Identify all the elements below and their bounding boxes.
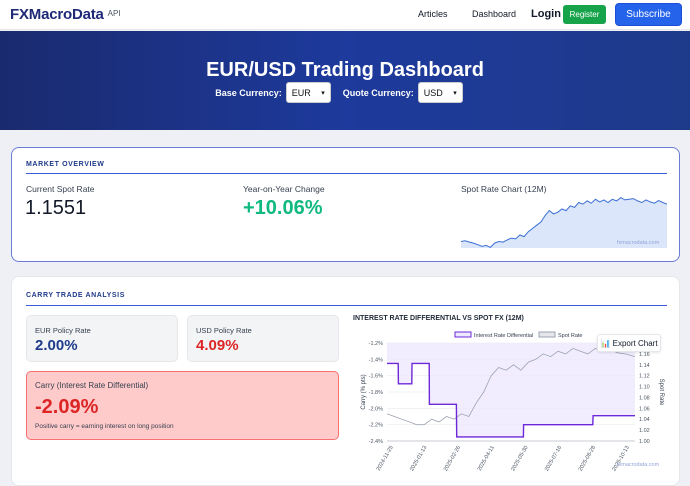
watermark: fxmacrodata.com <box>617 462 660 468</box>
y2-tick-label: 1.16 <box>639 352 650 358</box>
legend-label-spot: Spot Rate <box>558 333 582 339</box>
usd-rate-label: USD Policy Rate <box>196 326 252 335</box>
eur-rate-value: 2.00% <box>35 337 78 354</box>
base-currency-value: EUR <box>291 87 311 98</box>
yoy-change-value: +10.06% <box>243 197 323 219</box>
x-tick-label: 2025-05-30 <box>510 445 529 472</box>
divider <box>26 305 667 306</box>
subscribe-button[interactable]: Subscribe <box>615 3 682 26</box>
x-tick-label: 2025-10-13 <box>611 445 630 472</box>
legend-label-differential: Interest Rate Differential <box>474 333 533 339</box>
divider <box>26 173 667 174</box>
carry-value: -2.09% <box>35 396 99 418</box>
quote-currency-select[interactable]: USD ▾ <box>417 82 463 103</box>
page-title: EUR/USD Trading Dashboard <box>206 59 484 81</box>
spot-rate-value: 1.1551 <box>25 197 87 219</box>
differential-line <box>387 362 635 438</box>
base-currency-label: Base Currency: <box>215 87 282 98</box>
export-chart-button[interactable]: 📊 Export Chart <box>597 334 661 352</box>
x-tick-label: 2024-11-25 <box>376 445 395 472</box>
x-tick-label: 2025-01-13 <box>409 445 428 472</box>
section-title: CARRY TRADE ANALYSIS <box>26 292 125 299</box>
base-currency-select[interactable]: EUR ▾ <box>285 82 331 103</box>
y-tick-label: -1.8% <box>369 390 383 396</box>
y2-tick-label: 1.06 <box>639 406 650 412</box>
spot-rate-label: Current Spot Rate <box>26 184 95 194</box>
legend-swatch-differential <box>454 331 472 338</box>
eur-rate-label: EUR Policy Rate <box>35 326 91 335</box>
login-link[interactable]: Login <box>531 8 561 20</box>
chevron-down-icon: ▾ <box>453 89 457 97</box>
top-nav: FXMacroData API Articles Dashboard Login… <box>0 0 690 30</box>
chevron-down-icon: ▾ <box>321 89 325 97</box>
api-link[interactable]: API <box>107 8 121 18</box>
register-button[interactable]: Register <box>563 5 606 24</box>
differential-area <box>387 343 635 437</box>
carry-label: Carry (Interest Rate Differential) <box>35 381 149 390</box>
eur-policy-rate-box: EUR Policy Rate 2.00% <box>26 315 178 362</box>
sparkline-line <box>461 197 667 248</box>
y-tick-label: -1.6% <box>369 374 383 380</box>
brand-logo[interactable]: FXMacroData <box>10 6 104 23</box>
sparkline-area <box>461 197 667 248</box>
nav-articles[interactable]: Articles <box>418 9 448 19</box>
carry-box: Carry (Interest Rate Differential) -2.09… <box>26 371 339 440</box>
y2-tick-label: 1.12 <box>639 374 650 380</box>
y2-tick-label: 1.08 <box>639 395 650 401</box>
y-tick-label: -2.2% <box>369 423 383 429</box>
y2-tick-label: 1.10 <box>639 385 650 391</box>
carry-chart: Interest Rate Differential Spot Rate -1.2%… <box>361 331 664 472</box>
watermark: fxmacrodata.com <box>617 240 660 246</box>
spot-rate-line <box>386 347 636 426</box>
spot-rate-sparkline <box>461 197 667 248</box>
nav-dashboard[interactable]: Dashboard <box>472 9 517 19</box>
market-overview-card: MARKET OVERVIEW Current Spot Rate 1.1551… <box>11 147 680 262</box>
y-tick-label: -1.2% <box>369 341 383 347</box>
y2-axis-label: Spot Rate <box>658 379 664 406</box>
legend-swatch-spot <box>538 331 556 338</box>
x-tick-label: 2025-08-28 <box>578 445 597 472</box>
section-title: MARKET OVERVIEW <box>26 161 105 168</box>
yoy-change-label: Year-on-Year Change <box>243 184 325 194</box>
usd-rate-value: 4.09% <box>196 337 239 354</box>
y2-tick-label: 1.02 <box>639 428 650 434</box>
quote-currency-value: USD <box>423 87 443 98</box>
y-axis-label: Carry (% pts) <box>361 374 367 409</box>
y2-tick-label: 1.00 <box>639 439 650 445</box>
y2-tick-label: 1.14 <box>639 363 650 369</box>
y-tick-label: -2.0% <box>369 406 383 412</box>
carry-trade-card: CARRY TRADE ANALYSIS EUR Policy Rate 2.0… <box>11 276 680 486</box>
spot-chart-title: Spot Rate Chart (12M) <box>461 184 547 194</box>
x-tick-label: 2025-04-11 <box>477 445 496 472</box>
x-tick-label: 2025-07-16 <box>544 445 563 472</box>
hero-banner: EUR/USD Trading Dashboard Base Currency:… <box>0 31 690 130</box>
y-tick-label: -2.4% <box>369 439 383 445</box>
carry-note: Positive carry = earning interest on lon… <box>35 423 174 430</box>
carry-chart-title: INTEREST RATE DIFFERENTIAL VS SPOT FX (1… <box>353 315 524 322</box>
y2-tick-label: 1.04 <box>639 417 650 423</box>
y-tick-label: -1.4% <box>369 357 383 363</box>
quote-currency-label: Quote Currency: <box>342 87 414 98</box>
x-tick-label: 2025-02-26 <box>443 445 462 472</box>
usd-policy-rate-box: USD Policy Rate 4.09% <box>187 315 339 362</box>
